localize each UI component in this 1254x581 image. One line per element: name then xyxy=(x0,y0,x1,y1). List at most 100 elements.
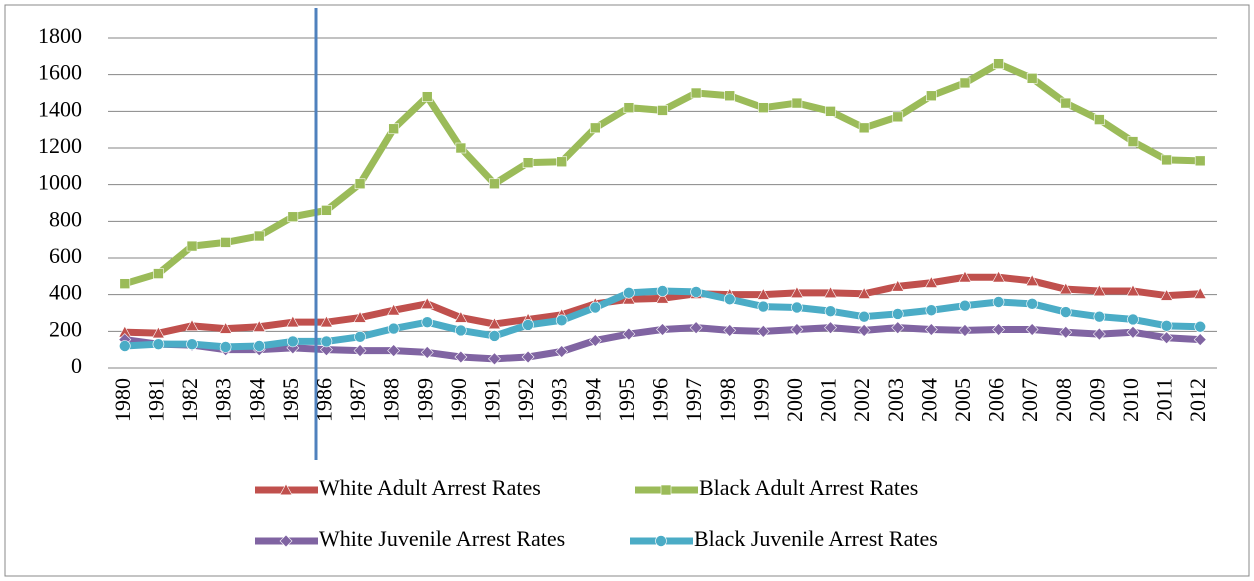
marker xyxy=(892,111,904,123)
marker xyxy=(153,268,164,279)
y-tick-label: 1400 xyxy=(38,96,82,121)
marker xyxy=(1026,298,1038,310)
marker xyxy=(1160,331,1174,345)
marker xyxy=(420,297,434,309)
marker xyxy=(320,343,333,357)
x-tick-label: 2011 xyxy=(1152,378,1177,421)
marker xyxy=(660,484,672,496)
x-tick-label: 1997 xyxy=(681,378,706,422)
marker xyxy=(454,350,468,364)
marker xyxy=(455,142,467,154)
marker xyxy=(993,58,1004,69)
marker xyxy=(1126,284,1140,297)
x-tick-label: 1990 xyxy=(446,378,471,422)
marker xyxy=(622,327,636,341)
legend-label: White Juvenile Arrest Rates xyxy=(319,526,565,551)
x-tick-label: 1984 xyxy=(244,378,269,422)
marker xyxy=(1059,325,1073,339)
marker xyxy=(589,122,601,134)
marker xyxy=(1126,325,1140,339)
marker xyxy=(321,205,332,216)
marker xyxy=(421,316,434,328)
marker xyxy=(1127,313,1139,326)
y-tick-label: 1800 xyxy=(38,23,82,48)
marker xyxy=(388,123,399,135)
marker xyxy=(891,308,904,320)
x-tick-label: 1985 xyxy=(278,378,303,422)
x-tick-label: 2006 xyxy=(984,378,1009,422)
marker xyxy=(556,156,567,168)
marker xyxy=(1194,155,1206,167)
marker xyxy=(925,304,938,317)
marker xyxy=(253,340,266,352)
marker xyxy=(252,320,266,332)
marker xyxy=(825,106,836,117)
marker xyxy=(857,323,871,337)
marker xyxy=(959,77,971,89)
marker xyxy=(219,341,232,353)
marker xyxy=(790,286,804,298)
marker xyxy=(1194,320,1206,333)
x-tick-label: 1983 xyxy=(211,378,236,422)
marker xyxy=(690,286,702,298)
marker xyxy=(758,102,769,113)
x-tick-label: 2010 xyxy=(1118,378,1143,422)
marker xyxy=(724,90,736,102)
marker xyxy=(790,323,804,336)
marker xyxy=(488,330,501,342)
marker xyxy=(555,314,568,327)
marker xyxy=(623,287,635,299)
marker xyxy=(1160,288,1174,301)
x-tick-label: 1992 xyxy=(513,378,538,422)
marker xyxy=(522,157,534,168)
marker xyxy=(185,319,199,331)
marker xyxy=(287,211,299,223)
marker xyxy=(1193,333,1207,347)
marker xyxy=(690,87,702,99)
x-tick-label: 2005 xyxy=(950,378,975,422)
x-tick-label: 1980 xyxy=(110,378,135,422)
marker xyxy=(1025,274,1039,287)
marker xyxy=(623,102,635,113)
marker xyxy=(655,535,667,547)
marker xyxy=(119,340,131,352)
marker xyxy=(992,270,1006,283)
marker xyxy=(1193,287,1207,299)
marker xyxy=(354,178,366,190)
x-tick-label: 2009 xyxy=(1084,378,1109,422)
y-tick-label: 0 xyxy=(71,353,82,378)
marker xyxy=(926,90,937,102)
marker xyxy=(220,237,231,248)
marker xyxy=(657,105,668,116)
marker xyxy=(320,335,333,348)
marker xyxy=(756,324,770,338)
marker xyxy=(959,299,971,312)
marker xyxy=(824,305,837,317)
marker xyxy=(858,122,870,134)
marker xyxy=(420,345,434,359)
marker xyxy=(891,279,905,292)
marker xyxy=(791,97,803,109)
marker xyxy=(589,301,602,314)
marker xyxy=(689,321,703,335)
marker xyxy=(421,91,433,102)
marker xyxy=(186,240,198,252)
marker xyxy=(1092,284,1106,297)
marker xyxy=(521,350,535,364)
marker xyxy=(958,323,972,337)
marker xyxy=(958,270,972,283)
marker xyxy=(1025,323,1039,336)
marker xyxy=(253,230,265,242)
marker xyxy=(387,344,401,358)
marker xyxy=(857,287,871,299)
x-tick-label: 2000 xyxy=(782,378,807,422)
x-tick-label: 1993 xyxy=(547,378,572,422)
marker xyxy=(1094,114,1105,125)
marker xyxy=(119,278,131,289)
x-tick-label: 2004 xyxy=(916,378,941,422)
marker xyxy=(1093,310,1106,323)
marker xyxy=(487,317,501,330)
marker xyxy=(791,301,803,314)
marker xyxy=(1059,282,1073,295)
